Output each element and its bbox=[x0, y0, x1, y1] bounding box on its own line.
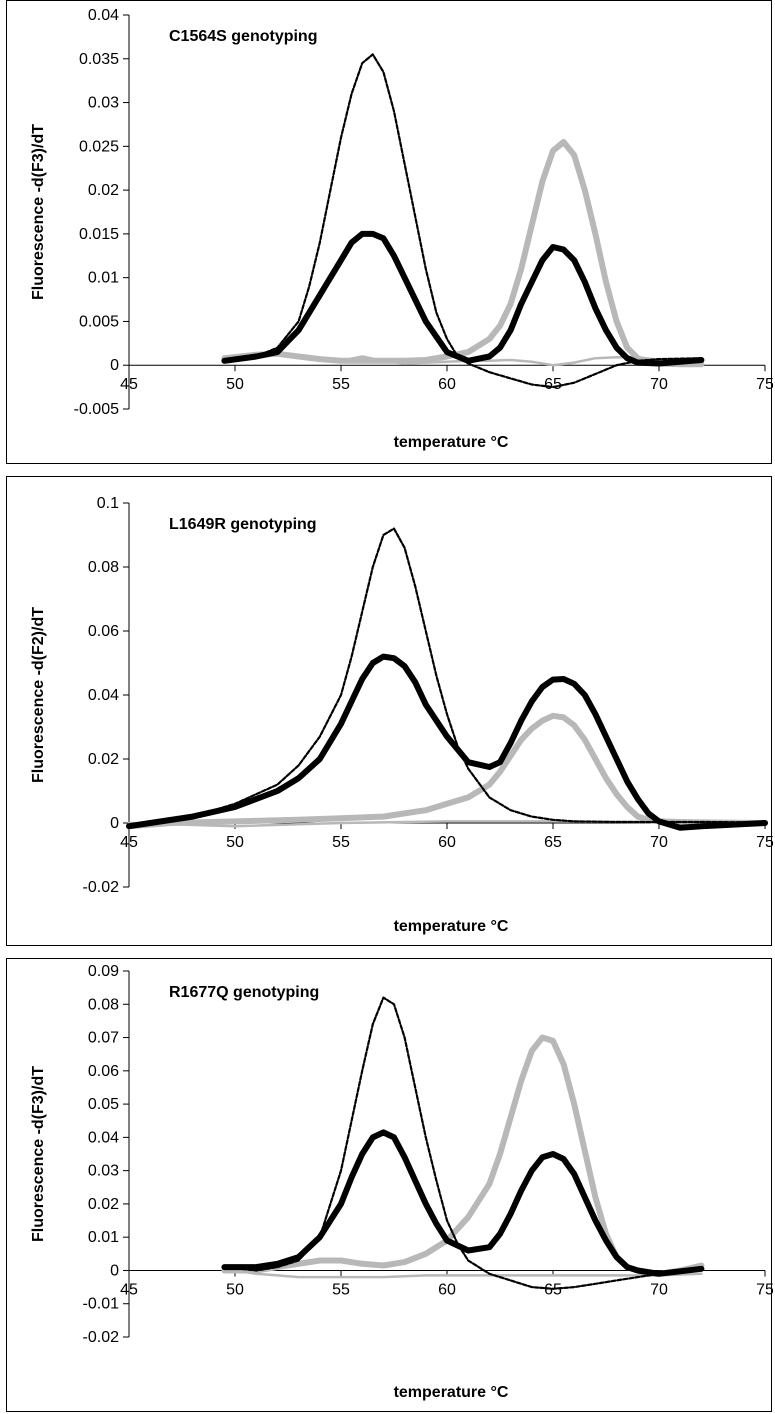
series-line-thick-black bbox=[221, 230, 705, 367]
series-line-thick-black bbox=[126, 653, 768, 831]
y-tick-label: 0.02 bbox=[88, 1196, 119, 1213]
y-tick-label: 0.06 bbox=[88, 623, 119, 640]
y-tick-label: 0.04 bbox=[88, 7, 119, 24]
series-line-dashed-black bbox=[223, 996, 703, 1290]
y-tick-label: 0 bbox=[110, 815, 119, 832]
x-tick-label: 60 bbox=[438, 1281, 456, 1298]
chart-title: L1649R genotyping bbox=[169, 516, 317, 533]
y-tick-label: 0.02 bbox=[88, 182, 119, 199]
x-tick-label: 60 bbox=[438, 834, 456, 851]
chart-panel-c1564s: -0.005 0 0.005 0.01 0.015 0.02 0.025 0.03 0.035 0… bbox=[6, 0, 773, 464]
x-axis-label: temperature °C bbox=[394, 1384, 509, 1401]
y-tick-label: 0.05 bbox=[88, 1096, 119, 1113]
series-line-thick-gray bbox=[221, 139, 705, 368]
y-tick-label: 0.06 bbox=[88, 1063, 119, 1080]
x-tick-label: 45 bbox=[120, 376, 138, 393]
x-tick-label: 75 bbox=[756, 1281, 773, 1298]
y-tick-label: -0.02 bbox=[83, 1329, 120, 1346]
y-axis-label: Fluorescence -d(F2)/dT bbox=[30, 607, 47, 783]
chart-panel-l1649r: -0.02 0 0.02 0.04 0.06 0.08 0.1 45 50 55 60 65 70 75 L… bbox=[6, 476, 773, 946]
y-tick-label: 0.02 bbox=[88, 751, 119, 768]
x-tick-label: 50 bbox=[226, 1281, 244, 1298]
y-tick-label: 0.09 bbox=[88, 963, 119, 980]
x-axis-label: temperature °C bbox=[394, 434, 509, 451]
y-tick-label: 0.01 bbox=[88, 1229, 119, 1246]
y-tick-label: 0 bbox=[110, 1262, 119, 1279]
series-line-thick-gray bbox=[126, 712, 768, 830]
series-line-dashed-black bbox=[223, 53, 703, 389]
chart-title: C1564S genotyping bbox=[169, 28, 317, 45]
y-tick-label: 0.03 bbox=[88, 95, 119, 112]
y-tick-label: 0.08 bbox=[88, 996, 119, 1013]
x-tick-label: 65 bbox=[544, 1281, 562, 1298]
x-tick-label: 50 bbox=[226, 834, 244, 851]
y-tick-label: -0.01 bbox=[83, 1296, 120, 1313]
chart-r1677q: -0.02 -0.01 0 0.01 0.02 0.03 0.04 0.05 0.06 0.07 0… bbox=[30, 963, 773, 1401]
x-tick-label: 65 bbox=[544, 376, 562, 393]
x-tick-label: 75 bbox=[756, 376, 773, 393]
y-axis-label: Fluorescence -d(F3)/dT bbox=[30, 124, 47, 300]
y-tick-label: 0.035 bbox=[79, 51, 119, 68]
x-axis-label: temperature °C bbox=[394, 918, 509, 935]
y-tick-label: 0.04 bbox=[88, 687, 119, 704]
y-tick-label: -0.02 bbox=[83, 879, 120, 896]
x-tick-label: 70 bbox=[650, 834, 668, 851]
chart-panel-r1677q: -0.02 -0.01 0 0.01 0.02 0.03 0.04 0.05 0.06 0.07 0… bbox=[6, 958, 773, 1412]
x-tick-label: 65 bbox=[544, 834, 562, 851]
x-tick-label: 55 bbox=[332, 1281, 350, 1298]
y-tick-label: 0.04 bbox=[88, 1129, 119, 1146]
x-tick-label: 50 bbox=[226, 376, 244, 393]
x-tick-label: 45 bbox=[120, 1281, 138, 1298]
y-tick-label: 0 bbox=[110, 357, 119, 374]
series-line-thick-black bbox=[221, 1129, 705, 1277]
y-tick-label: 0.015 bbox=[79, 226, 119, 243]
series-line-dashed-black bbox=[127, 527, 767, 828]
y-tick-label: 0.01 bbox=[88, 270, 119, 287]
x-tick-label: 55 bbox=[332, 376, 350, 393]
y-tick-label: 0.03 bbox=[88, 1163, 119, 1180]
y-tick-label: 0.1 bbox=[97, 495, 119, 512]
x-tick-label: 45 bbox=[120, 834, 138, 851]
x-tick-label: 70 bbox=[650, 376, 668, 393]
y-tick-label: -0.005 bbox=[74, 401, 119, 418]
x-tick-label: 60 bbox=[438, 376, 456, 393]
series-line-thick-gray bbox=[221, 1034, 705, 1277]
y-tick-label: 0.025 bbox=[79, 138, 119, 155]
series-line-thin-gray bbox=[223, 1267, 703, 1279]
chart-c1564s: -0.005 0 0.005 0.01 0.015 0.02 0.025 0.03 0.035 0… bbox=[30, 7, 773, 451]
y-tick-label: 0.08 bbox=[88, 559, 119, 576]
chart-title: R1677Q genotyping bbox=[169, 984, 319, 1001]
x-tick-label: 70 bbox=[650, 1281, 668, 1298]
x-tick-label: 75 bbox=[756, 834, 773, 851]
x-tick-label: 55 bbox=[332, 834, 350, 851]
chart-l1649r: -0.02 0 0.02 0.04 0.06 0.08 0.1 45 50 55 60 65 70 75 L… bbox=[30, 495, 773, 935]
y-tick-label: 0.07 bbox=[88, 1030, 119, 1047]
y-tick-label: 0.005 bbox=[79, 313, 119, 330]
y-axis-label: Fluorescence -d(F3)/dT bbox=[30, 1066, 47, 1242]
